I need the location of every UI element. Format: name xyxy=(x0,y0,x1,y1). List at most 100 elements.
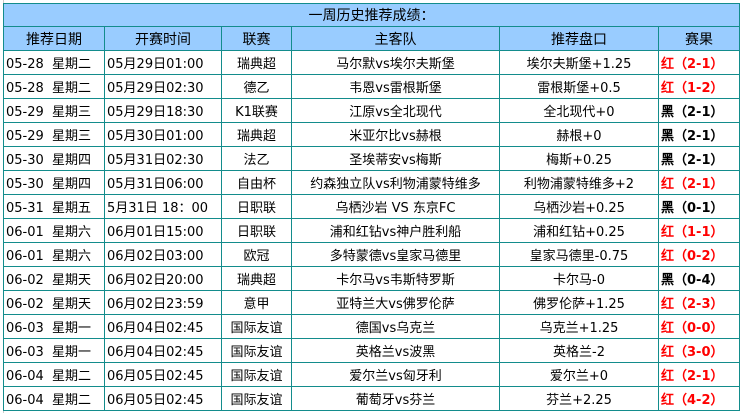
match-cell: 马尔默vs埃尔夫斯堡 xyxy=(291,50,500,75)
result-cell: 红（3-0） xyxy=(657,338,741,363)
table-row: 06-04 星期二 06月05日02:45 国际友谊 葡萄牙vs芬兰 芬兰+2.25 红（… xyxy=(3,386,741,411)
time-cell: 05月29日02:30 xyxy=(104,74,222,99)
table-row: 06-01 星期六 06月01日15:00 日职联 浦和红钻vs神户胜利船 浦和红钻+0… xyxy=(3,218,741,243)
date-cell: 06-02 星期天 xyxy=(3,290,105,315)
col-pick: 推荐盘口 xyxy=(499,26,659,51)
table-row: 06-01 星期六 06月02日03:00 欧冠 多特蒙德vs皇家马德里 皇家马德里-0… xyxy=(3,242,741,267)
pick-cell: 全北现代+0 xyxy=(499,98,659,123)
pick-cell: 埃尔夫斯堡+1.25 xyxy=(499,50,659,75)
result-cell: 黑（2-1） xyxy=(657,146,741,171)
date-cell: 06-03 星期一 xyxy=(3,338,105,363)
table-row: 05-28 星期二 05月29日02:30 德乙 韦恩vs雷根斯堡 雷根斯堡+0.5 红（… xyxy=(3,74,741,99)
pick-cell: 梅斯+0.25 xyxy=(499,146,659,171)
table-row: 06-04 星期二 06月05日02:45 国际友谊 爱尔兰vs匈牙利 爱尔兰+0 红（2… xyxy=(3,362,741,387)
date-cell: 05-28 星期二 xyxy=(3,74,105,99)
match-cell: 葡萄牙vs芬兰 xyxy=(291,386,500,411)
date-cell: 05-31 星期五 xyxy=(3,194,105,219)
time-cell: 06月04日02:45 xyxy=(104,314,222,339)
col-time: 开赛时间 xyxy=(104,26,222,51)
pick-cell: 雷根斯堡+0.5 xyxy=(499,74,659,99)
result-cell: 红（2-1） xyxy=(657,170,741,195)
league-cell: 自由杯 xyxy=(221,170,292,195)
recommendation-history-table: 一周历史推荐成绩： 推荐日期 开赛时间 联赛 主客队 推荐盘口 赛果 05-28… xyxy=(2,3,741,411)
header-row: 推荐日期 开赛时间 联赛 主客队 推荐盘口 赛果 xyxy=(3,26,741,51)
pick-cell: 卡尔马-0 xyxy=(499,266,659,291)
league-cell: 欧冠 xyxy=(221,242,292,267)
league-cell: K1联赛 xyxy=(221,98,292,123)
table-row: 06-03 星期一 06月04日02:45 国际友谊 英格兰vs波黑 英格兰-2 红（3-… xyxy=(3,338,741,363)
league-cell: 瑞典超 xyxy=(221,50,292,75)
pick-cell: 芬兰+2.25 xyxy=(499,386,659,411)
table-row: 06-03 星期一 06月04日02:45 国际友谊 德国vs乌克兰 乌克兰+1.25 红… xyxy=(3,314,741,339)
result-cell: 红（0-0） xyxy=(657,314,741,339)
pick-cell: 利物浦蒙特维多+2 xyxy=(499,170,659,195)
table-title: 一周历史推荐成绩： xyxy=(2,3,741,27)
result-cell: 黑（0-1） xyxy=(657,194,741,219)
table-row: 05-28 星期二 05月29日01:00 瑞典超 马尔默vs埃尔夫斯堡 埃尔夫斯堡+1… xyxy=(3,50,741,75)
league-cell: 瑞典超 xyxy=(221,122,292,147)
time-cell: 05月31日02:30 xyxy=(104,146,222,171)
time-cell: 05月29日01:00 xyxy=(104,50,222,75)
date-cell: 05-30 星期四 xyxy=(3,170,105,195)
match-cell: 圣埃蒂安vs梅斯 xyxy=(291,146,500,171)
match-cell: 浦和红钻vs神户胜利船 xyxy=(291,218,500,243)
result-cell: 红（4-2） xyxy=(657,386,741,411)
result-cell: 红（2-3） xyxy=(657,290,741,315)
col-league: 联赛 xyxy=(221,26,292,51)
pick-cell: 佛罗伦萨+1.25 xyxy=(499,290,659,315)
time-cell: 05月29日18:30 xyxy=(104,98,222,123)
table-row: 05-30 星期四 05月31日06:00 自由杯 约森独立队vs利物浦蒙特维多 利物浦… xyxy=(3,170,741,195)
match-cell: 乌栖沙岩 VS 东京FC xyxy=(291,194,500,219)
table-row: 06-02 星期天 06月02日23:59 意甲 亚特兰大vs佛罗伦萨 佛罗伦萨+1.2… xyxy=(3,290,741,315)
pick-cell: 乌栖沙岩+0.25 xyxy=(499,194,659,219)
pick-cell: 乌克兰+1.25 xyxy=(499,314,659,339)
result-cell: 红（1-1） xyxy=(657,218,741,243)
time-cell: 06月02日03:00 xyxy=(104,242,222,267)
date-cell: 05-29 星期三 xyxy=(3,122,105,147)
result-cell: 红（1-2） xyxy=(657,74,741,99)
table-row: 05-29 星期三 05月29日18:30 K1联赛 江原vs全北现代 全北现代+0 黑（… xyxy=(3,98,741,123)
result-cell: 红（2-1） xyxy=(657,50,741,75)
time-cell: 05月30日01:00 xyxy=(104,122,222,147)
league-cell: 国际友谊 xyxy=(221,338,292,363)
date-cell: 06-04 星期二 xyxy=(3,362,105,387)
league-cell: 瑞典超 xyxy=(221,266,292,291)
league-cell: 法乙 xyxy=(221,146,292,171)
time-cell: 06月01日15:00 xyxy=(104,218,222,243)
time-cell: 5月31日 18：00 xyxy=(104,194,222,219)
result-cell: 黑（2-1） xyxy=(657,98,741,123)
time-cell: 06月05日02:45 xyxy=(104,362,222,387)
match-cell: 亚特兰大vs佛罗伦萨 xyxy=(291,290,500,315)
table-row: 06-02 星期天 06月02日20:00 瑞典超 卡尔马vs韦斯特罗斯 卡尔马-0 黑（… xyxy=(3,266,741,291)
match-cell: 英格兰vs波黑 xyxy=(291,338,500,363)
pick-cell: 浦和红钻+0.25 xyxy=(499,218,659,243)
date-cell: 05-30 星期四 xyxy=(3,146,105,171)
time-cell: 05月31日06:00 xyxy=(104,170,222,195)
match-cell: 卡尔马vs韦斯特罗斯 xyxy=(291,266,500,291)
date-cell: 06-01 星期六 xyxy=(3,218,105,243)
time-cell: 06月02日20:00 xyxy=(104,266,222,291)
date-cell: 06-02 星期天 xyxy=(3,266,105,291)
match-cell: 约森独立队vs利物浦蒙特维多 xyxy=(291,170,500,195)
pick-cell: 赫根+0 xyxy=(499,122,659,147)
date-cell: 05-29 星期三 xyxy=(3,98,105,123)
col-result: 赛果 xyxy=(657,26,741,51)
match-cell: 米亚尔比vs赫根 xyxy=(291,122,500,147)
col-date: 推荐日期 xyxy=(3,26,105,51)
table-row: 05-29 星期三 05月30日01:00 瑞典超 米亚尔比vs赫根 赫根+0 黑（2-1… xyxy=(3,122,741,147)
league-cell: 意甲 xyxy=(221,290,292,315)
result-cell: 红（0-2） xyxy=(657,242,741,267)
date-cell: 06-04 星期二 xyxy=(3,386,105,411)
col-match: 主客队 xyxy=(291,26,500,51)
league-cell: 国际友谊 xyxy=(221,386,292,411)
result-cell: 黑（2-1） xyxy=(657,122,741,147)
date-cell: 06-03 星期一 xyxy=(3,314,105,339)
time-cell: 06月05日02:45 xyxy=(104,386,222,411)
pick-cell: 英格兰-2 xyxy=(499,338,659,363)
result-cell: 红（2-1） xyxy=(657,362,741,387)
match-cell: 韦恩vs雷根斯堡 xyxy=(291,74,500,99)
league-cell: 日职联 xyxy=(221,194,292,219)
league-cell: 国际友谊 xyxy=(221,314,292,339)
date-cell: 05-28 星期二 xyxy=(3,50,105,75)
time-cell: 06月04日02:45 xyxy=(104,338,222,363)
